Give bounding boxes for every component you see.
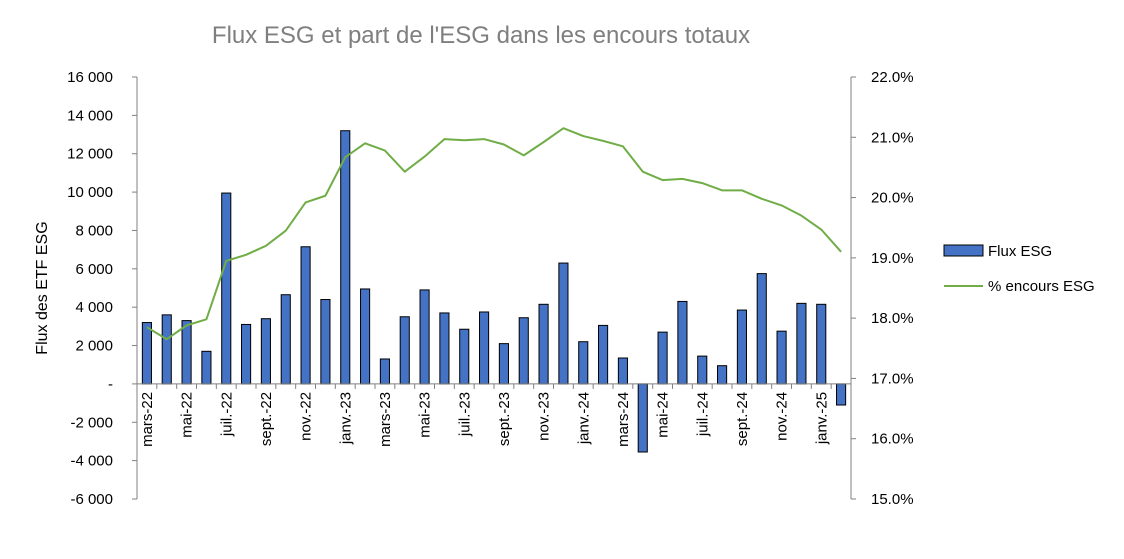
bar-flux-esg xyxy=(637,383,648,453)
y2-tick-label: 15.0% xyxy=(871,491,914,508)
x-tick-label: juil.-22 xyxy=(218,392,235,437)
bar-flux-esg xyxy=(260,318,271,385)
bar-flux-esg xyxy=(617,357,628,385)
bar-flux-esg xyxy=(340,130,351,385)
x-tick-label: sept.-22 xyxy=(258,392,275,446)
x-tick-label: mars-22 xyxy=(139,392,156,447)
bar-flux-esg xyxy=(717,365,728,385)
x-tick-label: sept.-23 xyxy=(496,392,513,446)
bar-flux-esg xyxy=(756,273,767,385)
y-tick-label: -2 000 xyxy=(70,414,113,431)
y-tick-label: 8 000 xyxy=(75,222,113,239)
y-tick-label: 16 000 xyxy=(67,69,113,86)
y2-tick-label: 17.0% xyxy=(871,370,914,387)
bar-flux-esg xyxy=(459,328,470,385)
x-tick-label: mai-23 xyxy=(417,392,434,438)
legend-label-encours-esg: % encours ESG xyxy=(988,278,1095,295)
bar-flux-esg xyxy=(320,299,331,385)
x-tick-label: mars-23 xyxy=(377,392,394,447)
bar-flux-esg xyxy=(677,300,688,385)
legend: Flux ESG % encours ESG xyxy=(943,243,1095,295)
bar-flux-esg xyxy=(776,330,787,385)
bar-flux-esg xyxy=(360,288,371,385)
bar-flux-esg xyxy=(479,311,490,385)
y-axis-label: Flux des ETF ESG xyxy=(34,221,51,354)
bar-flux-esg xyxy=(558,262,569,385)
y-tick-label: 12 000 xyxy=(67,146,113,163)
bar-flux-esg xyxy=(201,350,212,385)
x-tick-label: mai-22 xyxy=(179,392,196,438)
bar-flux-esg xyxy=(141,322,152,385)
y-tick-label: 14 000 xyxy=(67,107,113,124)
x-tick-label: nov.-24 xyxy=(774,392,791,441)
y2-tick-label: 20.0% xyxy=(871,190,914,207)
bar-flux-esg xyxy=(181,320,192,385)
bar-flux-esg xyxy=(399,316,410,385)
bar-flux-esg xyxy=(300,246,311,385)
x-tick-label: janv.-25 xyxy=(813,392,830,445)
y2-tick-label: 22.0% xyxy=(871,69,914,86)
y-tick-label: - xyxy=(108,376,113,393)
bar-flux-esg xyxy=(419,289,430,385)
bar-flux-esg xyxy=(598,324,609,385)
bar-flux-esg xyxy=(796,302,807,385)
bar-flux-esg xyxy=(221,192,232,385)
y2-tick-label: 16.0% xyxy=(871,431,914,448)
plot-area: 16 000 14 000 12 000 10 000 8 000 6 000 4 000 2… xyxy=(67,69,913,508)
bar-flux-esg xyxy=(280,294,291,385)
x-tick-label: juil.-24 xyxy=(694,392,711,437)
bar-flux-esg xyxy=(518,317,529,385)
legend-label-flux-esg: Flux ESG xyxy=(988,243,1052,260)
line-encours-esg xyxy=(146,127,842,341)
bar-flux-esg xyxy=(538,303,549,385)
x-tick-label: nov.-23 xyxy=(536,392,553,441)
bar-flux-esg xyxy=(578,341,589,385)
y-tick-label: 10 000 xyxy=(67,184,113,201)
legend-swatch-flux-esg xyxy=(943,244,984,257)
bar-flux-esg xyxy=(161,314,172,385)
y-tick-label: 2 000 xyxy=(75,338,113,355)
bar-flux-esg xyxy=(697,355,708,385)
x-tick-label: mai-24 xyxy=(655,392,672,438)
x-tick-label: mars-24 xyxy=(615,392,632,447)
y2-tick-label: 21.0% xyxy=(871,129,914,146)
x-tick-label: janv.-23 xyxy=(337,392,354,445)
y-tick-label: 4 000 xyxy=(75,299,113,316)
x-tick-label: juil.-23 xyxy=(456,392,473,437)
bar-flux-esg xyxy=(498,343,509,385)
x-tick-label: sept.-24 xyxy=(734,392,751,446)
bar-flux-esg xyxy=(836,383,847,406)
y-tick-label: -6 000 xyxy=(70,491,113,508)
y-tick-label: -4 000 xyxy=(70,453,113,470)
bar-flux-esg xyxy=(657,331,668,385)
y2-tick-label: 19.0% xyxy=(871,250,914,267)
x-tick-label: janv.-24 xyxy=(575,392,592,445)
bar-flux-esg xyxy=(439,312,450,385)
bar-flux-esg xyxy=(816,303,827,385)
x-tick-label: nov.-22 xyxy=(298,392,315,441)
y2-tick-label: 18.0% xyxy=(871,310,914,327)
bar-flux-esg xyxy=(379,358,390,385)
y-tick-label: 6 000 xyxy=(75,261,113,278)
bar-flux-esg xyxy=(241,323,252,385)
bar-flux-esg xyxy=(736,309,747,385)
chart-title: Flux ESG et part de l'ESG dans les encou… xyxy=(212,22,750,49)
